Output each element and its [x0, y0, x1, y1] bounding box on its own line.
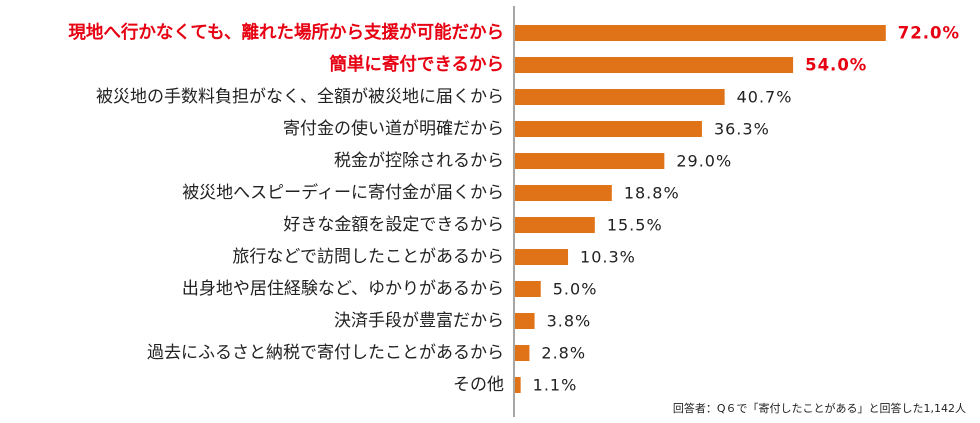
category-label: 被災地へスピーディーに寄付金が届くから — [182, 182, 504, 203]
category-label: 決済手段が豊富だから — [334, 311, 504, 331]
category-label: その他 — [453, 375, 504, 395]
category-label: 現地へ行かなくても、離れた場所から支援が可能だから — [68, 22, 504, 43]
value-label: 36.3% — [714, 120, 770, 139]
category-label: 出身地や居住経験など、ゆかりがあるから — [182, 279, 504, 299]
bar — [515, 313, 535, 329]
bar — [515, 89, 725, 105]
bar — [515, 153, 665, 169]
value-label: 40.7% — [737, 88, 793, 107]
value-label: 3.8% — [547, 312, 592, 331]
category-label: 税金が控除されるから — [334, 151, 504, 171]
value-label: 5.0% — [553, 280, 598, 299]
bar — [515, 281, 541, 297]
category-label: 寄付金の使い道が明確だから — [283, 118, 504, 139]
category-label: 過去にふるさと納税で寄付したことがあるから — [147, 343, 504, 363]
bar — [515, 217, 595, 233]
footnote: 回答者：Q６で「寄付したことがある」と回答した1,142人 — [672, 402, 966, 415]
value-label: 29.0% — [676, 152, 732, 171]
value-label: 10.3% — [580, 248, 636, 267]
value-label: 1.1% — [533, 376, 578, 395]
category-label: 旅行などで訪問したことがあるから — [232, 247, 504, 267]
bar — [515, 377, 521, 393]
value-label: 54.0% — [805, 56, 867, 75]
value-label: 2.8% — [541, 344, 586, 363]
bar — [515, 57, 794, 73]
category-label: 被災地の手数料負担がなく、全額が被災地に届くから — [96, 87, 504, 107]
value-label: 72.0% — [898, 24, 960, 43]
value-label: 18.8% — [624, 184, 680, 203]
bar — [515, 185, 612, 201]
bar — [515, 25, 886, 41]
bar — [515, 121, 702, 137]
category-label: 好きな金額を設定できるから — [283, 215, 504, 235]
bar — [515, 249, 569, 265]
value-label: 15.5% — [607, 216, 663, 235]
category-label: 簡単に寄付できるから — [328, 54, 504, 75]
bar — [515, 345, 530, 361]
